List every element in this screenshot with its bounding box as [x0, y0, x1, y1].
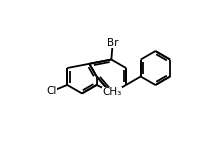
Text: CH₃: CH₃ — [102, 87, 122, 97]
Text: N: N — [107, 88, 115, 99]
Text: Br: Br — [107, 38, 119, 48]
Text: Cl: Cl — [46, 86, 57, 96]
